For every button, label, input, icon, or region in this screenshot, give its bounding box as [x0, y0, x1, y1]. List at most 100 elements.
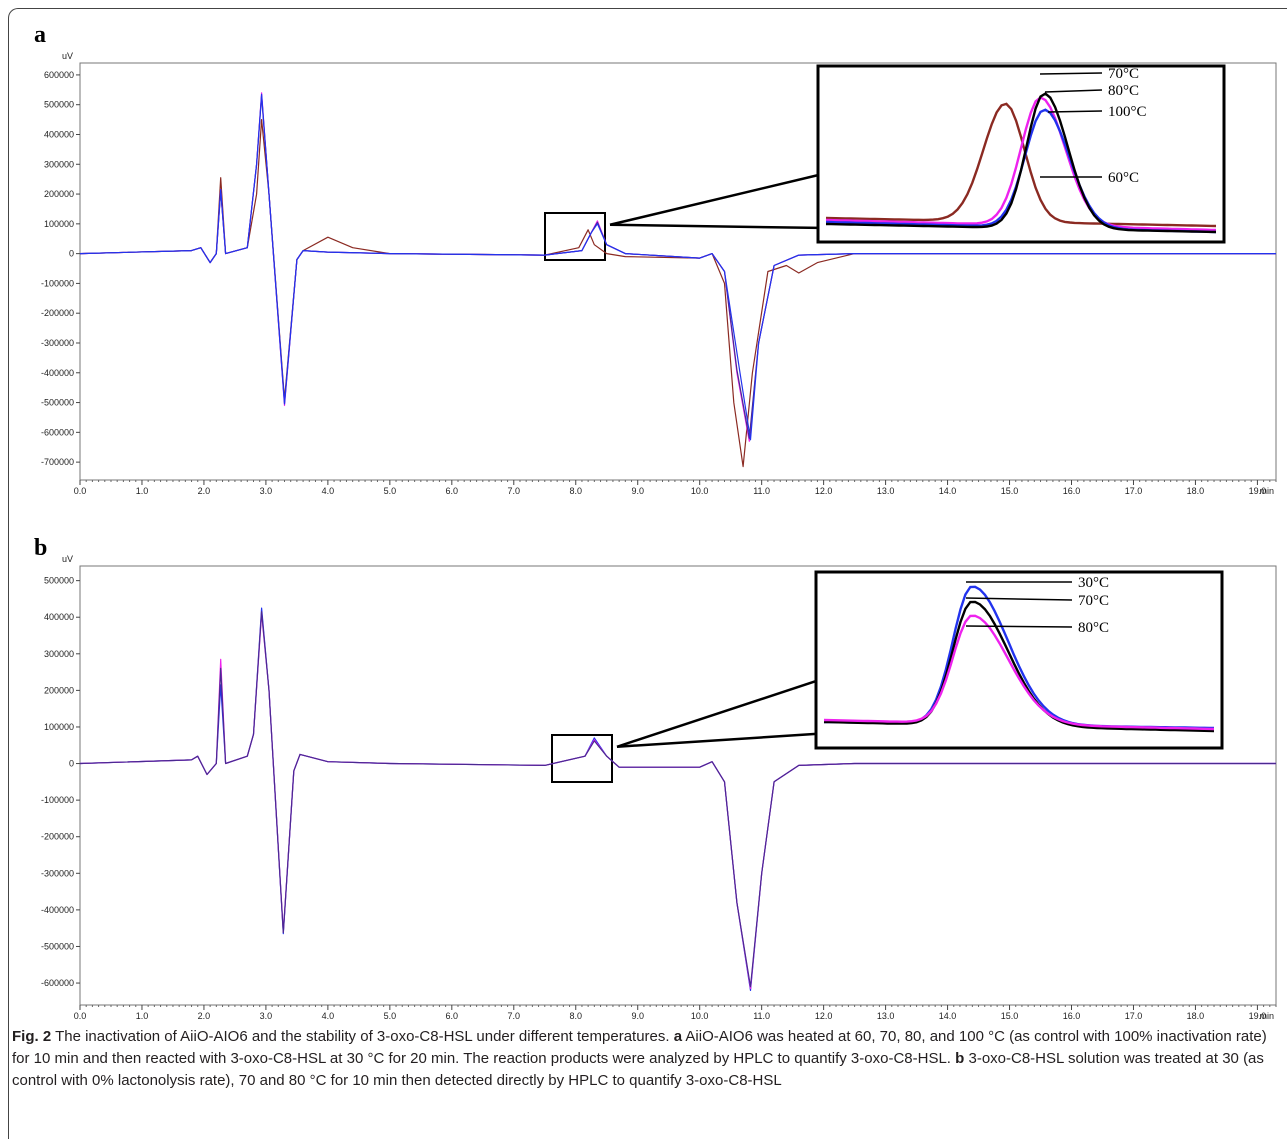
caption-fig-label: Fig. 2 — [12, 1028, 52, 1045]
x-tick-label: 13.0 — [877, 1011, 895, 1021]
zoom-box — [544, 212, 606, 261]
inset-temp-label: 80°C — [1078, 620, 1109, 636]
inset-leader-line — [1044, 89, 1103, 93]
y-unit-label: uV — [62, 554, 73, 564]
x-tick-label: 10.0 — [691, 486, 709, 496]
inset-temp-label: 60°C — [1108, 170, 1139, 186]
x-tick-label: 11.0 — [753, 486, 770, 496]
x-unit-label: min — [1259, 486, 1274, 496]
x-tick-label: 8.0 — [569, 1011, 582, 1021]
x-tick-label: 1.0 — [136, 1011, 149, 1021]
x-tick-label: 16.0 — [1063, 486, 1081, 496]
x-tick-label: 10.0 — [691, 1011, 709, 1021]
y-tick-label: -100000 — [41, 278, 74, 288]
y-tick-label: -200000 — [41, 308, 74, 318]
inset-temp-label: 70°C — [1078, 593, 1109, 609]
caption-text-2: AiiO-AIO6 was heated at 60, 70, 80, and … — [12, 1028, 1267, 1067]
plot-frame — [79, 62, 1277, 481]
x-tick-label: 0.0 — [74, 1011, 87, 1021]
x-tick-label: 15.0 — [1001, 486, 1019, 496]
y-unit-label: uV — [62, 51, 73, 61]
y-tick-label: 100000 — [44, 722, 74, 732]
y-tick-label: -300000 — [41, 338, 74, 348]
y-tick-label: 0 — [69, 759, 74, 769]
inset-peak-trace — [823, 600, 1215, 733]
y-tick-label: 100000 — [44, 219, 74, 229]
y-tick-label: -500000 — [41, 398, 74, 408]
y-tick-label: -400000 — [41, 368, 74, 378]
figure-frame — [8, 8, 1287, 1139]
x-tick-label: 18.0 — [1187, 486, 1205, 496]
x-tick-label: 17.0 — [1125, 1011, 1143, 1021]
x-tick-label: 6.0 — [446, 1011, 459, 1021]
x-tick-label: 6.0 — [446, 486, 459, 496]
trace-100c — [79, 93, 1276, 441]
y-tick-label: -200000 — [41, 832, 74, 842]
inset-temp-label: 70°C — [1108, 66, 1139, 82]
panel-a-letter: a — [34, 22, 46, 48]
y-tick-label: -400000 — [41, 905, 74, 915]
y-tick-label: -700000 — [41, 457, 74, 467]
y-tick-label: 400000 — [44, 129, 74, 139]
inset-panel-b: 30°C 70°C 80°C — [814, 570, 1224, 750]
x-tick-label: 3.0 — [260, 486, 273, 496]
zoom-callout-line — [609, 173, 819, 226]
x-tick-label: 5.0 — [384, 1011, 397, 1021]
inset-leader-line — [1047, 110, 1103, 113]
caption-text-3: 3-oxo-C8-HSL solution was treated at 30 … — [12, 1050, 1264, 1089]
x-tick-label: 19.0 — [1249, 1011, 1267, 1021]
x-tick-label: 4.0 — [322, 1011, 335, 1021]
inset-frame — [814, 570, 1224, 750]
x-tick-label: 8.0 — [569, 486, 582, 496]
x-tick-label: 16.0 — [1063, 1011, 1081, 1021]
x-tick-label: 9.0 — [631, 486, 644, 496]
zoom-box — [551, 734, 613, 783]
x-tick-label: 12.0 — [815, 1011, 833, 1021]
y-tick-label: -600000 — [41, 978, 74, 988]
y-tick-label: 200000 — [44, 685, 74, 695]
x-tick-label: 14.0 — [939, 486, 957, 496]
inset-temp-label: 80°C — [1108, 83, 1139, 99]
caption-bold-a: a — [673, 1028, 683, 1045]
x-tick-label: 2.0 — [198, 1011, 211, 1021]
x-tick-label: 7.0 — [508, 486, 521, 496]
y-tick-label: 300000 — [44, 159, 74, 169]
x-tick-label: 9.0 — [631, 1011, 644, 1021]
inset-peak-trace — [825, 102, 1217, 228]
x-tick-label: 7.0 — [508, 1011, 521, 1021]
caption-bold-b: b — [955, 1050, 965, 1067]
y-tick-label: -100000 — [41, 795, 74, 805]
inset-panel-a: 70°C80°C 100°C 60°C — [816, 64, 1226, 244]
y-tick-label: 600000 — [44, 70, 74, 80]
y-tick-label: 400000 — [44, 612, 74, 622]
x-tick-label: 12.0 — [815, 486, 833, 496]
inset-temp-label: 30°C — [1078, 575, 1109, 591]
figure-caption: Fig. 2 The inactivation of AiiO-AIO6 and… — [12, 1026, 1274, 1092]
inset-leader-line — [1039, 72, 1103, 75]
y-tick-label: 300000 — [44, 649, 74, 659]
zoom-callout-line — [609, 223, 819, 230]
x-tick-label: 2.0 — [198, 486, 211, 496]
y-tick-label: 0 — [69, 249, 74, 259]
y-tick-label: -600000 — [41, 427, 74, 437]
plot-frame — [79, 565, 1277, 1006]
x-tick-label: 1.0 — [136, 486, 149, 496]
zoom-callout-line — [616, 679, 817, 748]
inset-frame — [816, 64, 1226, 244]
inset-peak-trace — [825, 96, 1217, 232]
inset-peak-trace — [825, 92, 1217, 234]
x-tick-label: 5.0 — [384, 486, 397, 496]
inset-leader-line — [965, 597, 1073, 601]
x-tick-label: 14.0 — [939, 1011, 957, 1021]
trace-80c — [79, 611, 1276, 988]
x-tick-label: 18.0 — [1187, 1011, 1205, 1021]
y-tick-label: -500000 — [41, 941, 74, 951]
inset-temp-label: 100°C — [1108, 104, 1147, 120]
y-tick-label: 500000 — [44, 576, 74, 586]
x-tick-label: 13.0 — [877, 486, 895, 496]
x-tick-label: 19.0 — [1249, 486, 1267, 496]
x-tick-label: 4.0 — [322, 486, 335, 496]
x-tick-label: 0.0 — [74, 486, 87, 496]
